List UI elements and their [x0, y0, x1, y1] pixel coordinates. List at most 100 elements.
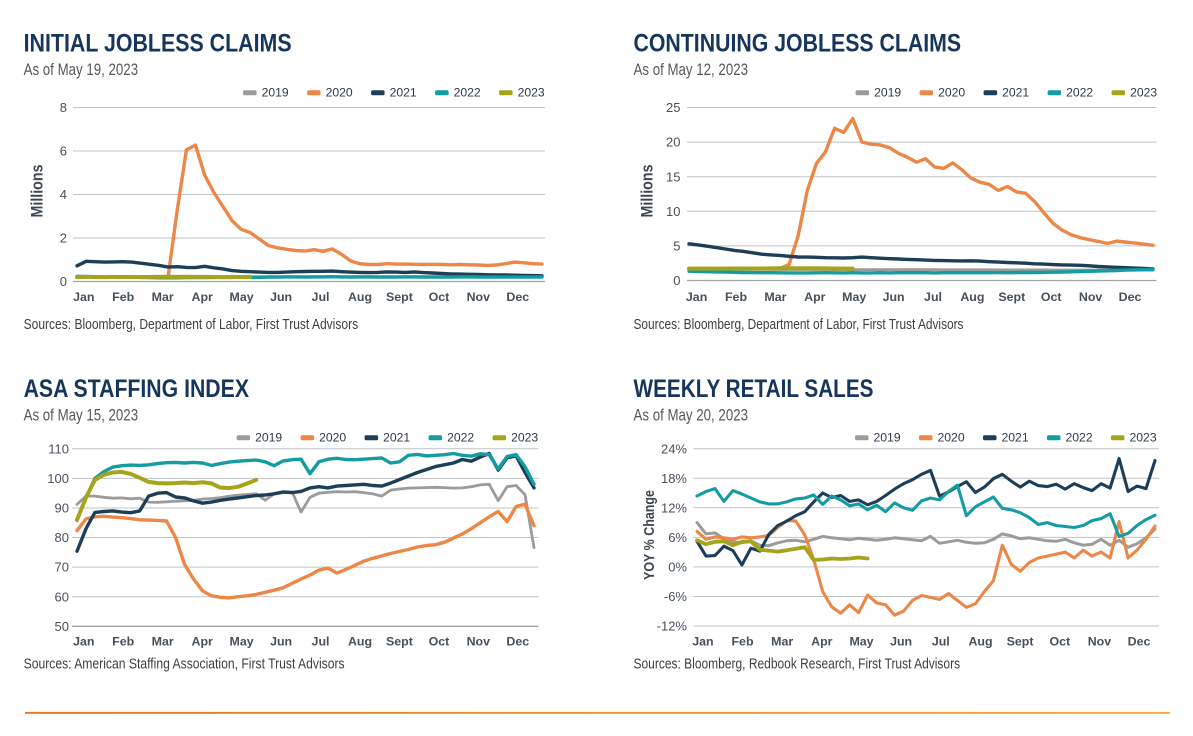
svg-text:70: 70 — [55, 560, 69, 575]
svg-text:Feb: Feb — [725, 290, 747, 304]
svg-text:Jun: Jun — [890, 635, 912, 649]
svg-text:Dec: Dec — [506, 290, 529, 304]
svg-text:Sept: Sept — [386, 635, 413, 649]
svg-text:0: 0 — [673, 273, 680, 288]
svg-text:Nov: Nov — [467, 635, 491, 649]
svg-text:2021: 2021 — [1002, 86, 1029, 100]
svg-text:Mar: Mar — [152, 635, 174, 649]
svg-text:2019: 2019 — [262, 86, 289, 100]
svg-text:2022: 2022 — [454, 86, 481, 100]
svg-text:Feb: Feb — [112, 290, 134, 304]
svg-text:Apr: Apr — [811, 635, 833, 649]
svg-text:2021: 2021 — [1002, 431, 1029, 445]
svg-text:Jul: Jul — [312, 635, 330, 649]
svg-text:Oct: Oct — [429, 290, 450, 304]
svg-text:2023: 2023 — [518, 86, 545, 100]
svg-text:Jun: Jun — [270, 290, 292, 304]
svg-text:Jul: Jul — [924, 290, 942, 304]
svg-text:Oct: Oct — [1049, 635, 1070, 649]
svg-text:80: 80 — [55, 530, 69, 545]
svg-text:10: 10 — [666, 204, 680, 219]
svg-text:CONTINUING JOBLESS CLAIMS: CONTINUING JOBLESS CLAIMS — [634, 30, 962, 58]
svg-text:Mar: Mar — [152, 290, 174, 304]
svg-text:2022: 2022 — [447, 431, 474, 445]
svg-text:2: 2 — [60, 231, 67, 246]
svg-text:Sources: Bloomberg, Department: Sources: Bloomberg, Department of Labor,… — [24, 316, 359, 333]
svg-text:5: 5 — [673, 239, 680, 254]
svg-text:50: 50 — [55, 619, 69, 634]
svg-text:Millions: Millions — [638, 165, 657, 218]
svg-text:Jul: Jul — [932, 635, 950, 649]
svg-text:2023: 2023 — [1130, 431, 1157, 445]
svg-text:WEEKLY RETAIL SALES: WEEKLY RETAIL SALES — [634, 375, 874, 403]
svg-text:0: 0 — [60, 274, 67, 289]
svg-text:Jul: Jul — [312, 290, 330, 304]
svg-text:Sept: Sept — [998, 290, 1025, 304]
svg-text:As of May 19, 2023: As of May 19, 2023 — [24, 60, 139, 79]
svg-text:Nov: Nov — [467, 290, 491, 304]
svg-text:Oct: Oct — [429, 635, 450, 649]
svg-text:Nov: Nov — [1079, 290, 1103, 304]
svg-text:Aug: Aug — [348, 635, 372, 649]
svg-text:Jun: Jun — [270, 635, 292, 649]
svg-text:2021: 2021 — [383, 431, 410, 445]
svg-text:YOY % Change: YOY % Change — [642, 490, 658, 580]
svg-text:Jan: Jan — [686, 290, 707, 304]
svg-text:60: 60 — [55, 589, 69, 604]
svg-text:2019: 2019 — [874, 86, 901, 100]
svg-text:Dec: Dec — [1128, 635, 1151, 649]
svg-text:Apr: Apr — [192, 290, 214, 304]
svg-text:Dec: Dec — [506, 635, 529, 649]
svg-text:2020: 2020 — [938, 86, 965, 100]
svg-text:6: 6 — [60, 144, 67, 159]
svg-text:100: 100 — [47, 471, 69, 486]
svg-text:May: May — [842, 290, 866, 304]
svg-text:24%: 24% — [661, 441, 687, 456]
svg-text:Dec: Dec — [1119, 290, 1142, 304]
svg-text:90: 90 — [55, 501, 69, 516]
svg-text:Sources: American Staffing Ass: Sources: American Staffing Association, … — [24, 655, 345, 672]
svg-text:Mar: Mar — [764, 290, 786, 304]
svg-text:Jan: Jan — [73, 635, 94, 649]
svg-text:2021: 2021 — [390, 86, 417, 100]
svg-text:Sources: Bloomberg, Department: Sources: Bloomberg, Department of Labor,… — [634, 316, 964, 333]
svg-text:Aug: Aug — [968, 635, 992, 649]
svg-text:8: 8 — [60, 100, 67, 115]
svg-text:Jun: Jun — [883, 290, 905, 304]
svg-text:Feb: Feb — [731, 635, 753, 649]
svg-text:Jan: Jan — [73, 290, 94, 304]
svg-text:Mar: Mar — [771, 635, 793, 649]
svg-text:-6%: -6% — [664, 589, 688, 604]
svg-text:May: May — [230, 290, 254, 304]
svg-text:2019: 2019 — [874, 431, 901, 445]
svg-text:4: 4 — [60, 187, 67, 202]
svg-text:0%: 0% — [668, 560, 687, 575]
svg-text:ASA STAFFING INDEX: ASA STAFFING INDEX — [24, 375, 250, 403]
svg-text:May: May — [849, 635, 873, 649]
svg-text:Aug: Aug — [348, 290, 372, 304]
svg-text:As of May 12, 2023: As of May 12, 2023 — [634, 60, 749, 79]
svg-text:Sources: Bloomberg, Redbook Re: Sources: Bloomberg, Redbook Research, Fi… — [634, 655, 961, 672]
svg-text:2023: 2023 — [1130, 86, 1157, 100]
svg-text:Oct: Oct — [1041, 290, 1062, 304]
svg-text:2023: 2023 — [511, 431, 538, 445]
svg-text:2022: 2022 — [1066, 86, 1093, 100]
svg-text:May: May — [230, 635, 254, 649]
svg-text:As of May 20, 2023: As of May 20, 2023 — [634, 406, 749, 425]
svg-text:Sept: Sept — [386, 290, 413, 304]
svg-text:2020: 2020 — [938, 431, 965, 445]
svg-text:20: 20 — [666, 135, 680, 150]
svg-text:2019: 2019 — [255, 431, 282, 445]
svg-text:Feb: Feb — [112, 635, 134, 649]
svg-text:Aug: Aug — [960, 290, 984, 304]
svg-text:Apr: Apr — [804, 290, 826, 304]
svg-text:12%: 12% — [661, 500, 687, 515]
svg-text:25: 25 — [666, 100, 680, 115]
svg-text:2022: 2022 — [1066, 431, 1093, 445]
svg-text:2020: 2020 — [319, 431, 346, 445]
svg-text:2020: 2020 — [326, 86, 353, 100]
svg-text:15: 15 — [666, 169, 680, 184]
svg-text:Millions: Millions — [28, 165, 47, 218]
svg-text:110: 110 — [48, 441, 69, 456]
svg-text:INITIAL JOBLESS CLAIMS: INITIAL JOBLESS CLAIMS — [24, 30, 292, 58]
